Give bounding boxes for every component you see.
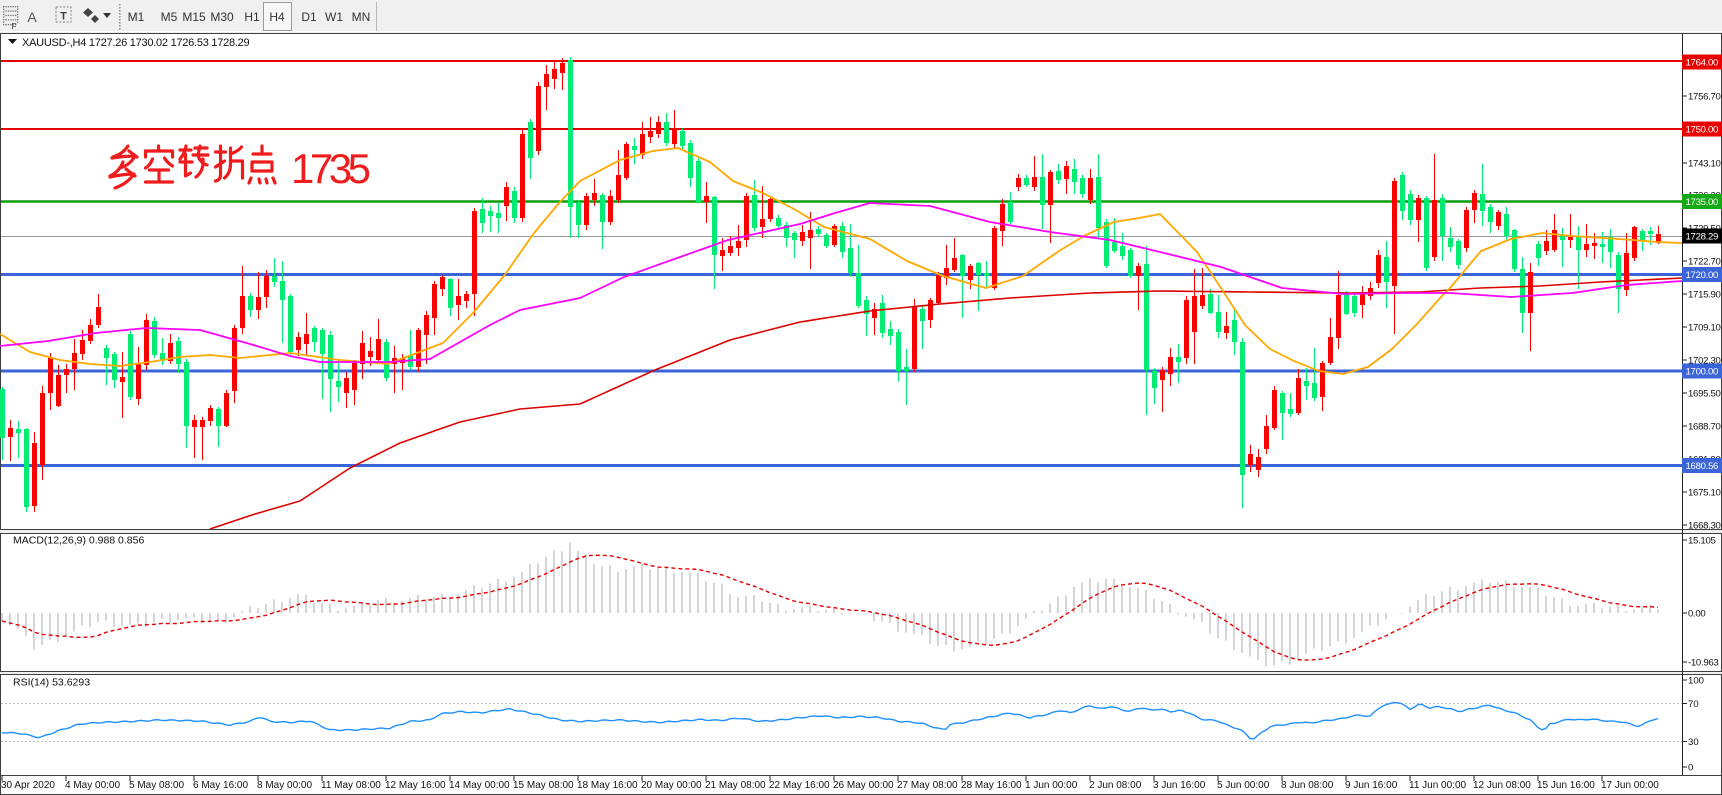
svg-text:5 Jun 00:00: 5 Jun 00:00	[1217, 780, 1270, 791]
svg-text:RSI(14) 53.6293: RSI(14) 53.6293	[13, 677, 90, 689]
svg-text:0.00: 0.00	[1688, 609, 1705, 620]
svg-text:1720.00: 1720.00	[1686, 270, 1719, 281]
svg-text:1728.29: 1728.29	[1686, 232, 1719, 243]
svg-text:1756.70: 1756.70	[1688, 92, 1721, 103]
svg-text:30 Apr 2020: 30 Apr 2020	[1, 780, 55, 791]
svg-text:1688.70: 1688.70	[1688, 422, 1721, 433]
svg-text:XAUUSD-,H4 1727.26 1730.02 17: XAUUSD-,H4 1727.26 1730.02 1726.53 1728.…	[22, 37, 250, 49]
svg-text:27 May 08:00: 27 May 08:00	[897, 780, 958, 791]
svg-text:H4: H4	[269, 10, 285, 24]
svg-text:12 Jun 08:00: 12 Jun 08:00	[1473, 780, 1531, 791]
svg-text:26 May 00:00: 26 May 00:00	[833, 780, 894, 791]
svg-text:17 Jun 00:00: 17 Jun 00:00	[1601, 780, 1659, 791]
svg-text:1680.56: 1680.56	[1686, 461, 1719, 472]
svg-text:-10.963: -10.963	[1688, 658, 1718, 669]
svg-text:1722.70: 1722.70	[1688, 257, 1721, 268]
svg-text:MN: MN	[352, 10, 371, 24]
svg-text:MACD(12,26,9) 0.988 0.856: MACD(12,26,9) 0.988 0.856	[13, 535, 144, 547]
svg-text:A: A	[27, 9, 37, 25]
svg-text:M15: M15	[182, 10, 206, 24]
svg-text:70: 70	[1688, 699, 1699, 710]
svg-text:1735: 1735	[291, 145, 370, 192]
svg-text:1743.10: 1743.10	[1688, 159, 1721, 170]
svg-text:M30: M30	[210, 10, 234, 24]
svg-text:W1: W1	[325, 10, 343, 24]
svg-text:12 May 16:00: 12 May 16:00	[385, 780, 446, 791]
svg-text:8 May 00:00: 8 May 00:00	[257, 780, 312, 791]
svg-text:15.105: 15.105	[1688, 536, 1716, 547]
svg-text:28 May 16:00: 28 May 16:00	[961, 780, 1022, 791]
svg-text:1709.10: 1709.10	[1688, 323, 1721, 334]
svg-text:1750.00: 1750.00	[1686, 125, 1719, 136]
svg-text:1735.00: 1735.00	[1686, 197, 1719, 208]
svg-text:4 May 00:00: 4 May 00:00	[65, 780, 120, 791]
svg-text:11 Jun 00:00: 11 Jun 00:00	[1409, 780, 1467, 791]
svg-text:18 May 16:00: 18 May 16:00	[577, 780, 638, 791]
svg-text:H1: H1	[244, 10, 260, 24]
svg-text:6 May 16:00: 6 May 16:00	[193, 780, 248, 791]
svg-text:2 Jun 08:00: 2 Jun 08:00	[1089, 780, 1142, 791]
svg-text:11 May 08:00: 11 May 08:00	[321, 780, 381, 791]
svg-text:1702.30: 1702.30	[1688, 356, 1721, 367]
svg-text:1668.30: 1668.30	[1688, 521, 1721, 532]
svg-text:1 Jun 00:00: 1 Jun 00:00	[1025, 780, 1078, 791]
svg-text:21 May 08:00: 21 May 08:00	[705, 780, 766, 791]
svg-text:1700.00: 1700.00	[1686, 367, 1719, 378]
svg-text:15 May 08:00: 15 May 08:00	[513, 780, 574, 791]
svg-text:T: T	[60, 11, 67, 23]
svg-text:0: 0	[1688, 763, 1693, 774]
svg-text:1675.10: 1675.10	[1688, 488, 1721, 499]
svg-text:20 May 00:00: 20 May 00:00	[641, 780, 702, 791]
svg-text:F: F	[12, 22, 17, 31]
svg-text:3 Jun 16:00: 3 Jun 16:00	[1153, 780, 1206, 791]
svg-text:22 May 16:00: 22 May 16:00	[769, 780, 830, 791]
svg-text:9 Jun 16:00: 9 Jun 16:00	[1345, 780, 1398, 791]
svg-text:D1: D1	[301, 10, 317, 24]
svg-text:15 Jun 16:00: 15 Jun 16:00	[1537, 780, 1595, 791]
svg-text:1695.50: 1695.50	[1688, 389, 1721, 400]
svg-text:M1: M1	[128, 10, 145, 24]
svg-text:30: 30	[1688, 737, 1699, 748]
svg-text:5 May 08:00: 5 May 08:00	[129, 780, 184, 791]
svg-text:1715.90: 1715.90	[1688, 290, 1721, 301]
svg-text:M5: M5	[161, 10, 178, 24]
svg-text:100: 100	[1688, 676, 1704, 687]
svg-text:8 Jun 08:00: 8 Jun 08:00	[1281, 780, 1334, 791]
svg-text:14 May 00:00: 14 May 00:00	[449, 780, 510, 791]
svg-text:1764.00: 1764.00	[1686, 58, 1719, 69]
